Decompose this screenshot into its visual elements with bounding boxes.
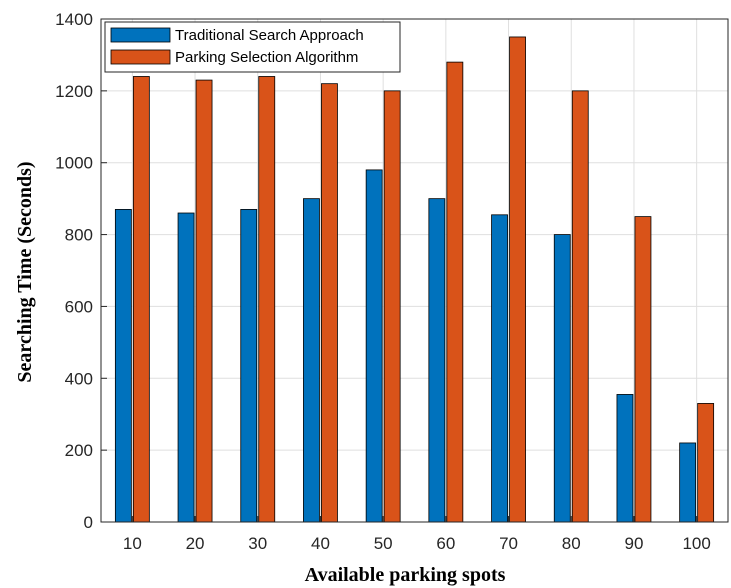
bar-parking-selection-30 — [259, 76, 275, 522]
bar-parking-selection-50 — [384, 91, 400, 522]
y-tick-label: 0 — [84, 513, 93, 532]
legend-label-traditional-search: Traditional Search Approach — [175, 27, 364, 44]
bar-parking-selection-60 — [447, 62, 463, 522]
bar-traditional-search-50 — [366, 170, 382, 522]
y-tick-label: 1400 — [55, 10, 93, 29]
y-axis-title: Searching Time (Seconds) — [14, 161, 36, 382]
bar-parking-selection-70 — [510, 37, 526, 522]
bar-parking-selection-10 — [133, 76, 149, 522]
bar-traditional-search-10 — [115, 209, 131, 522]
bar-traditional-search-30 — [241, 209, 257, 522]
bar-parking-selection-100 — [698, 403, 714, 522]
y-tick-label: 800 — [65, 226, 93, 245]
bar-parking-selection-20 — [196, 80, 212, 522]
bar-parking-selection-40 — [321, 84, 337, 522]
x-tick-label: 20 — [186, 534, 205, 553]
x-axis-title: Available parking spots — [305, 564, 506, 586]
y-tick-label: 600 — [65, 297, 93, 316]
bar-traditional-search-40 — [303, 199, 319, 522]
x-tick-label: 50 — [374, 534, 393, 553]
y-tick-label: 1000 — [55, 154, 93, 173]
x-tick-label: 60 — [436, 534, 455, 553]
x-tick-label: 10 — [123, 534, 142, 553]
legend-swatch-traditional-search — [111, 28, 170, 42]
bar-traditional-search-80 — [554, 235, 570, 522]
bar-traditional-search-70 — [492, 215, 508, 522]
bar-traditional-search-20 — [178, 213, 194, 522]
x-tick-label: 80 — [562, 534, 581, 553]
legend: Traditional Search Approach Parking Sele… — [105, 22, 400, 72]
bar-traditional-search-60 — [429, 199, 445, 522]
x-tick-label: 70 — [499, 534, 518, 553]
x-tick-label: 100 — [682, 534, 710, 553]
y-tick-label: 200 — [65, 441, 93, 460]
x-tick-label: 90 — [624, 534, 643, 553]
bar-traditional-search-100 — [680, 443, 696, 522]
x-tick-label: 30 — [248, 534, 267, 553]
x-tick-label: 40 — [311, 534, 330, 553]
bar-parking-selection-80 — [572, 91, 588, 522]
bar-traditional-search-90 — [617, 394, 633, 522]
y-tick-label: 400 — [65, 369, 93, 388]
legend-label-parking-selection: Parking Selection Algorithm — [175, 49, 358, 66]
y-tick-label: 1200 — [55, 82, 93, 101]
legend-swatch-parking-selection — [111, 50, 170, 64]
bar-parking-selection-90 — [635, 217, 651, 522]
